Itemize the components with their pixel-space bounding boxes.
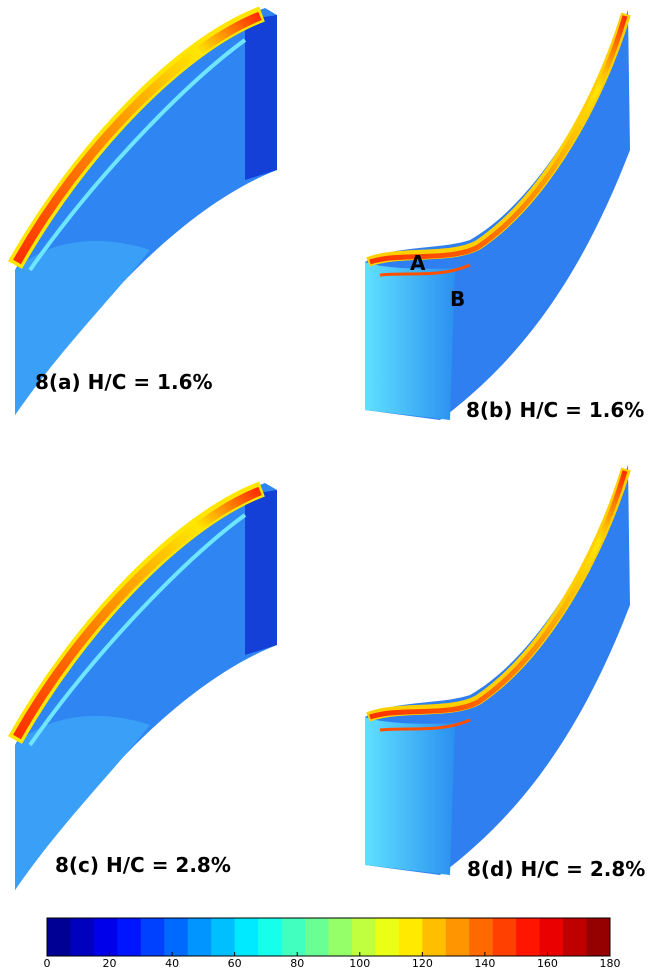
colorbar-tick-label: 120: [412, 957, 433, 970]
colorbar-segment: [117, 918, 141, 956]
colorbar-segment: [258, 918, 282, 956]
colorbar-segment: [516, 918, 540, 956]
blade-a: [15, 8, 277, 415]
colorbar-segment: [235, 918, 259, 956]
colorbar-segment: [305, 918, 329, 956]
blade-d: [365, 465, 630, 875]
colorbar-tick-label: 140: [474, 957, 495, 970]
colorbar-segment: [47, 918, 71, 956]
colorbar-segment: [352, 918, 376, 956]
blade-c: [15, 483, 277, 890]
panel-label: 8(a) H/C = 1.6%: [35, 370, 213, 394]
panel-label: 8(c) H/C = 2.8%: [55, 853, 231, 877]
colorbar-tick-label: 60: [228, 957, 242, 970]
annotation: A: [410, 251, 426, 275]
colorbar-segment: [446, 918, 470, 956]
colorbar-segment: [282, 918, 306, 956]
colorbar-segment: [94, 918, 118, 956]
figure: 8(a) H/C = 1.6% 8(b) H/C = 1.6% 8(c) H/C…: [0, 0, 664, 971]
panel-label: 8(d) H/C = 2.8%: [467, 857, 645, 881]
colorbar-tick-label: 40: [165, 957, 179, 970]
colorbar-segment: [540, 918, 564, 956]
colorbar-segment: [188, 918, 212, 956]
colorbar-tick-label: 100: [349, 957, 370, 970]
annotation: B: [450, 287, 465, 311]
colorbar-segment: [587, 918, 611, 956]
colorbar-segment: [329, 918, 353, 956]
panel-label: 8(b) H/C = 1.6%: [466, 398, 644, 422]
colorbar-tick-label: 20: [103, 957, 117, 970]
colorbar-segment: [375, 918, 399, 956]
colorbar-segment: [70, 918, 94, 956]
colorbar-segment: [563, 918, 587, 956]
colorbar-segment: [211, 918, 235, 956]
colorbar-tick-label: 0: [44, 957, 51, 970]
colorbar-segment: [422, 918, 446, 956]
colorbar-tick-label: 180: [600, 957, 621, 970]
blade-b: [365, 10, 630, 420]
colorbar-segment: [164, 918, 188, 956]
colorbar: 0 20 40 60 80 100 120 140 160 180: [44, 918, 621, 970]
colorbar-tick-label: 160: [537, 957, 558, 970]
colorbar-segment: [469, 918, 493, 956]
colorbar-segment: [141, 918, 165, 956]
colorbar-segment: [493, 918, 517, 956]
colorbar-tick-label: 80: [290, 957, 304, 970]
colorbar-segment: [399, 918, 423, 956]
